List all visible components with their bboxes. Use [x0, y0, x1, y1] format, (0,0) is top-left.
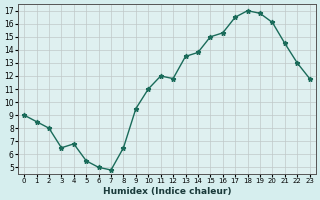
X-axis label: Humidex (Indice chaleur): Humidex (Indice chaleur): [103, 187, 231, 196]
